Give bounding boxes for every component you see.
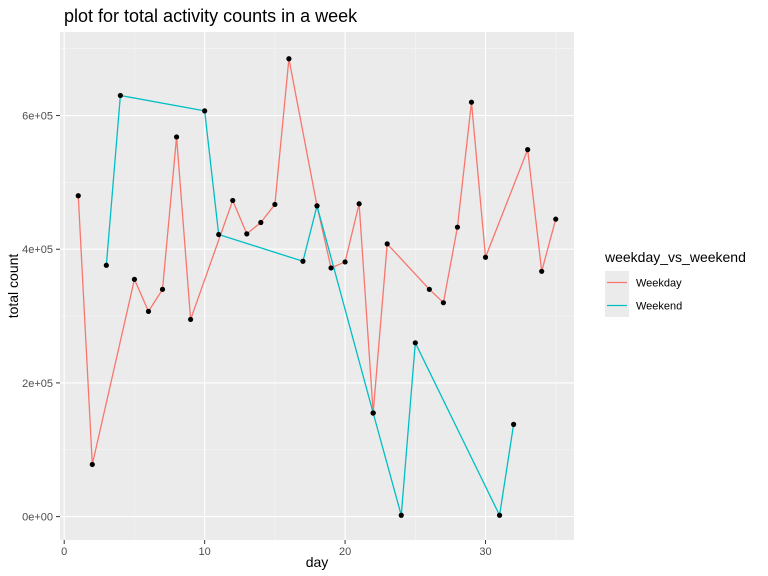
data-point-weekend (314, 203, 320, 209)
data-point-weekday (230, 197, 236, 204)
data-point-weekend (511, 421, 517, 427)
data-point-weekday (384, 241, 390, 247)
data-point-weekday (188, 316, 194, 323)
data-point-weekday (440, 300, 446, 306)
data-point-weekday (244, 231, 250, 237)
x-axis-title: day (306, 554, 329, 570)
data-points (75, 56, 559, 518)
x-tick-label: 20 (339, 546, 351, 558)
legend-label-weekend: Weekend (636, 301, 682, 313)
data-point-weekend (216, 231, 222, 238)
x-tick-label: 10 (199, 546, 211, 558)
data-point-weekend (103, 262, 109, 268)
legend-label-weekday: Weekday (636, 278, 682, 290)
grid-major (60, 32, 574, 540)
data-point-weekday (159, 286, 166, 292)
data-point-weekday (539, 268, 545, 274)
legend-key-weekday (605, 271, 629, 294)
x-tick-label: 30 (479, 546, 491, 558)
data-point-weekday (173, 134, 180, 140)
data-point-weekend (300, 258, 306, 264)
data-point-weekday (131, 276, 138, 282)
plot-panel (60, 32, 574, 540)
data-point-weekend (496, 512, 503, 518)
data-point-weekday (75, 193, 81, 199)
y-tick-label: 4e+05 (22, 244, 53, 256)
axis-ticks: 0 10 20 30 0e+00 2e+05 4e+05 6e+05 (22, 111, 492, 558)
chart-title: plot for total activity counts in a week (64, 6, 358, 26)
legend-title: weekday_vs_weekend (604, 249, 746, 265)
data-point-weekday (426, 286, 432, 292)
x-tick-label: 0 (61, 546, 67, 558)
data-point-weekday (482, 254, 489, 260)
data-point-weekday (272, 201, 278, 208)
data-point-weekend (370, 410, 376, 416)
grid-minor (60, 32, 574, 540)
data-point-weekday (89, 461, 95, 468)
series-line-weekday (77, 58, 557, 466)
y-tick-label: 6e+05 (22, 111, 53, 123)
data-point-weekend (398, 512, 404, 518)
data-point-weekday (258, 219, 264, 226)
data-point-weekday (356, 201, 362, 207)
y-tick-label: 2e+05 (22, 378, 53, 390)
data-point-weekday (454, 224, 461, 230)
data-point-weekday (468, 99, 475, 105)
data-point-weekday (525, 147, 531, 153)
data-point-weekend (412, 340, 418, 346)
data-point-weekend (202, 108, 208, 114)
y-axis-title: total count (5, 254, 21, 319)
data-point-weekday (553, 216, 559, 222)
data-point-weekday (342, 259, 348, 265)
legend: weekday_vs_weekend Weekday Weekend (604, 249, 746, 317)
data-point-weekday (286, 56, 292, 62)
y-tick-label: 0e+00 (22, 512, 53, 524)
data-point-weekday (145, 308, 152, 314)
data-point-weekend (117, 92, 123, 99)
legend-key-weekend (605, 294, 629, 317)
data-point-weekday (328, 265, 334, 271)
